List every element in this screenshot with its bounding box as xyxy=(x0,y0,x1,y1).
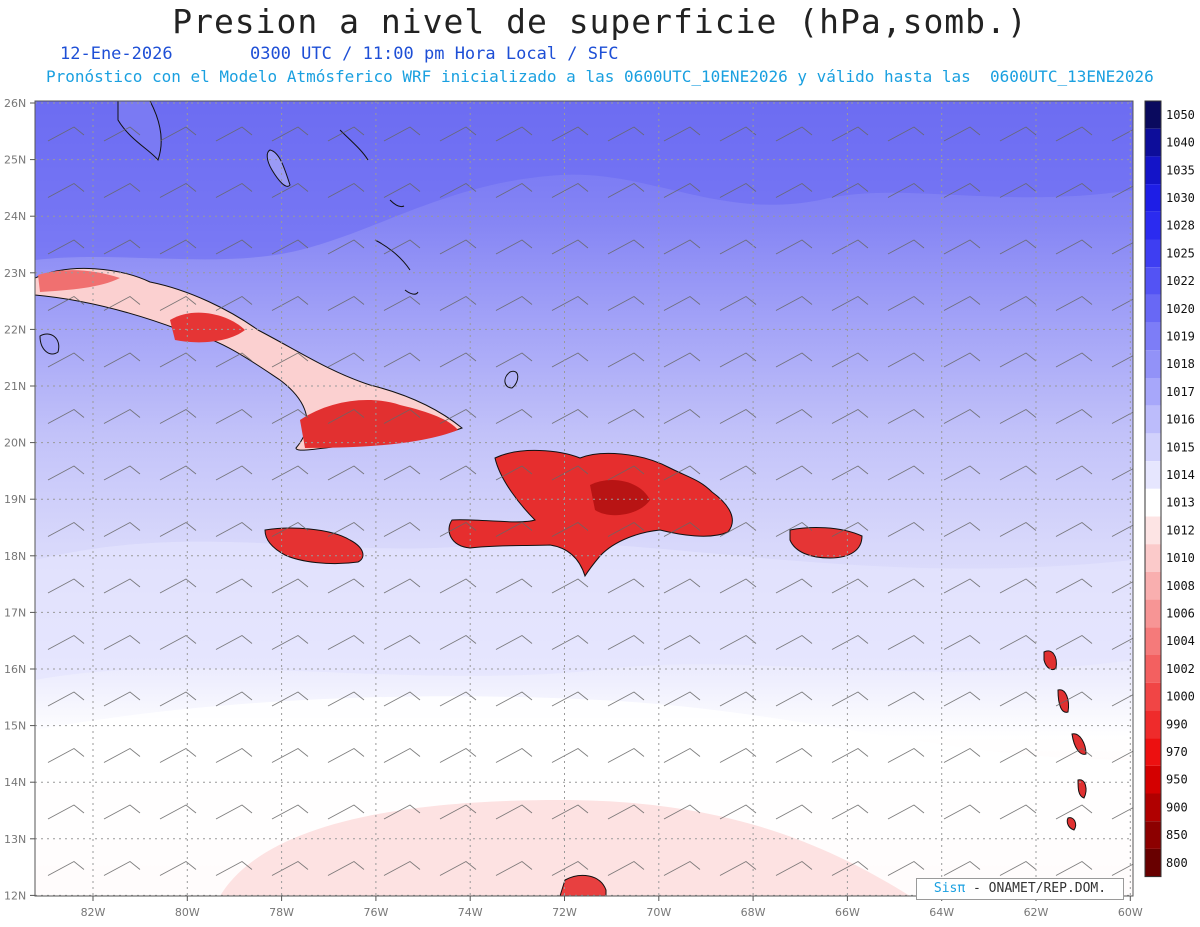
lat-label: 21N xyxy=(4,380,26,393)
lat-label: 13N xyxy=(4,833,26,846)
colorbar-swatch xyxy=(1145,211,1161,240)
colorbar-swatch xyxy=(1145,488,1161,517)
colorbar-label: 1004 xyxy=(1166,634,1195,648)
lat-label: 15N xyxy=(4,720,26,733)
colorbar-label: 1012 xyxy=(1166,523,1195,537)
colorbar-label: 1017 xyxy=(1166,385,1195,399)
sispi-logo-text: Sisπ xyxy=(933,881,966,896)
lat-label: 23N xyxy=(4,267,26,280)
colorbar-swatch xyxy=(1145,516,1161,545)
colorbar-swatch xyxy=(1145,184,1161,212)
colorbar-label: 1030 xyxy=(1166,191,1195,205)
colorbar-swatch xyxy=(1145,627,1161,655)
lat-label: 24N xyxy=(4,210,26,223)
colorbar-swatch xyxy=(1145,821,1161,849)
colorbar-label: 970 xyxy=(1166,745,1188,759)
valid-time-label: 0300 UTC / 11:00 pm Hora Local / SFC xyxy=(250,44,619,64)
colorbar-swatch xyxy=(1145,433,1161,462)
lon-label: 72W xyxy=(552,906,577,919)
colorbar-swatch xyxy=(1145,405,1161,434)
colorbar-swatch xyxy=(1145,156,1161,185)
lon-label: 80W xyxy=(175,906,200,919)
colorbar-label: 1016 xyxy=(1166,413,1195,427)
colorbar-label: 850 xyxy=(1166,828,1188,842)
lon-label: 78W xyxy=(269,906,294,919)
map-area xyxy=(35,101,1133,896)
map-title: Presion a nivel de superficie (hPa,somb.… xyxy=(172,2,1028,41)
colorbar-swatch xyxy=(1145,128,1161,157)
wind-barbs xyxy=(35,101,1133,896)
colorbar-label: 1013 xyxy=(1166,496,1195,510)
lat-label: 16N xyxy=(4,663,26,676)
colorbar-swatch xyxy=(1145,239,1161,268)
colorbar-swatch xyxy=(1145,571,1161,600)
lon-label: 70W xyxy=(646,906,671,919)
lon-label: 74W xyxy=(458,906,483,919)
lat-label: 19N xyxy=(4,493,26,506)
latitude-labels: 26N 25N 24N 23N 22N 21N 20N 19N 18N 17N 16N 15N 14N 1… xyxy=(4,97,35,902)
colorbar-swatch xyxy=(1145,848,1161,877)
colorbar-label: 1050 xyxy=(1166,108,1195,122)
colorbar-label: 1015 xyxy=(1166,440,1195,454)
colorbar-swatch xyxy=(1145,793,1161,822)
colorbar-swatch xyxy=(1145,350,1161,378)
lon-label: 76W xyxy=(363,906,388,919)
colorbar-swatch xyxy=(1145,294,1161,323)
colorbar-label: 1014 xyxy=(1166,468,1195,482)
lat-label: 22N xyxy=(4,323,26,336)
colorbar-swatch xyxy=(1145,655,1161,683)
credit-text: - ONAMET/REP.DOM. xyxy=(965,881,1107,896)
colorbar-label: 1018 xyxy=(1166,357,1195,371)
colorbar-label: 900 xyxy=(1166,800,1188,814)
lat-label: 26N xyxy=(4,97,26,110)
colorbar-label: 950 xyxy=(1166,773,1188,787)
colorbar-swatch xyxy=(1145,682,1161,711)
colorbar-label: 1019 xyxy=(1166,329,1195,343)
colorbar-swatch xyxy=(1145,461,1161,489)
lat-label: 17N xyxy=(4,606,26,619)
lon-label: 64W xyxy=(929,906,954,919)
credit-box: Sisπ - ONAMET/REP.DOM. xyxy=(916,878,1124,900)
colorbar-swatch xyxy=(1145,710,1161,739)
lat-label: 25N xyxy=(4,154,26,167)
colorbar-label: 1040 xyxy=(1166,136,1195,150)
forecast-info-label: Pronóstico con el Modelo Atmósferico WRF… xyxy=(46,67,1154,86)
colorbar-label: 1025 xyxy=(1166,246,1195,260)
colorbar-swatch xyxy=(1145,765,1161,794)
lat-lon-grid xyxy=(35,101,1133,896)
lat-label: 12N xyxy=(4,889,26,902)
colorbar-label: 990 xyxy=(1166,717,1188,731)
colorbar-label: 1028 xyxy=(1166,219,1195,233)
colorbar-swatch xyxy=(1145,378,1161,406)
colorbar-label: 1010 xyxy=(1166,551,1195,565)
lat-label: 14N xyxy=(4,776,26,789)
colorbar-swatch xyxy=(1145,322,1161,351)
colorbar-label: 1002 xyxy=(1166,662,1195,676)
colorbar-swatch xyxy=(1145,101,1161,129)
colorbar-label: 1006 xyxy=(1166,606,1195,620)
colorbar-swatch xyxy=(1145,599,1161,628)
lon-label: 62W xyxy=(1024,906,1049,919)
colorbar-label: 1000 xyxy=(1166,690,1195,704)
colorbar-label: 1035 xyxy=(1166,163,1195,177)
colorbar-label: 1008 xyxy=(1166,579,1195,593)
map-frame xyxy=(34,100,1134,897)
colorbar-swatch xyxy=(1145,738,1161,766)
colorbar-label: 1020 xyxy=(1166,302,1195,316)
date-label: 12-Ene-2026 xyxy=(60,44,173,64)
colorbar-label: 800 xyxy=(1166,856,1188,870)
colorbar-label: 1022 xyxy=(1166,274,1195,288)
colorbar-swatch xyxy=(1145,544,1161,572)
lat-label: 20N xyxy=(4,437,26,450)
lon-label: 66W xyxy=(835,906,860,919)
lon-label: 60W xyxy=(1118,906,1143,919)
lon-label: 68W xyxy=(741,906,766,919)
lon-label: 82W xyxy=(81,906,106,919)
colorbar-swatch xyxy=(1145,267,1161,295)
lat-label: 18N xyxy=(4,550,26,563)
pressure-colorbar: 1050 1040 1035 1030 1028 1025 1022 1020 1019 1018… xyxy=(1144,100,1195,878)
